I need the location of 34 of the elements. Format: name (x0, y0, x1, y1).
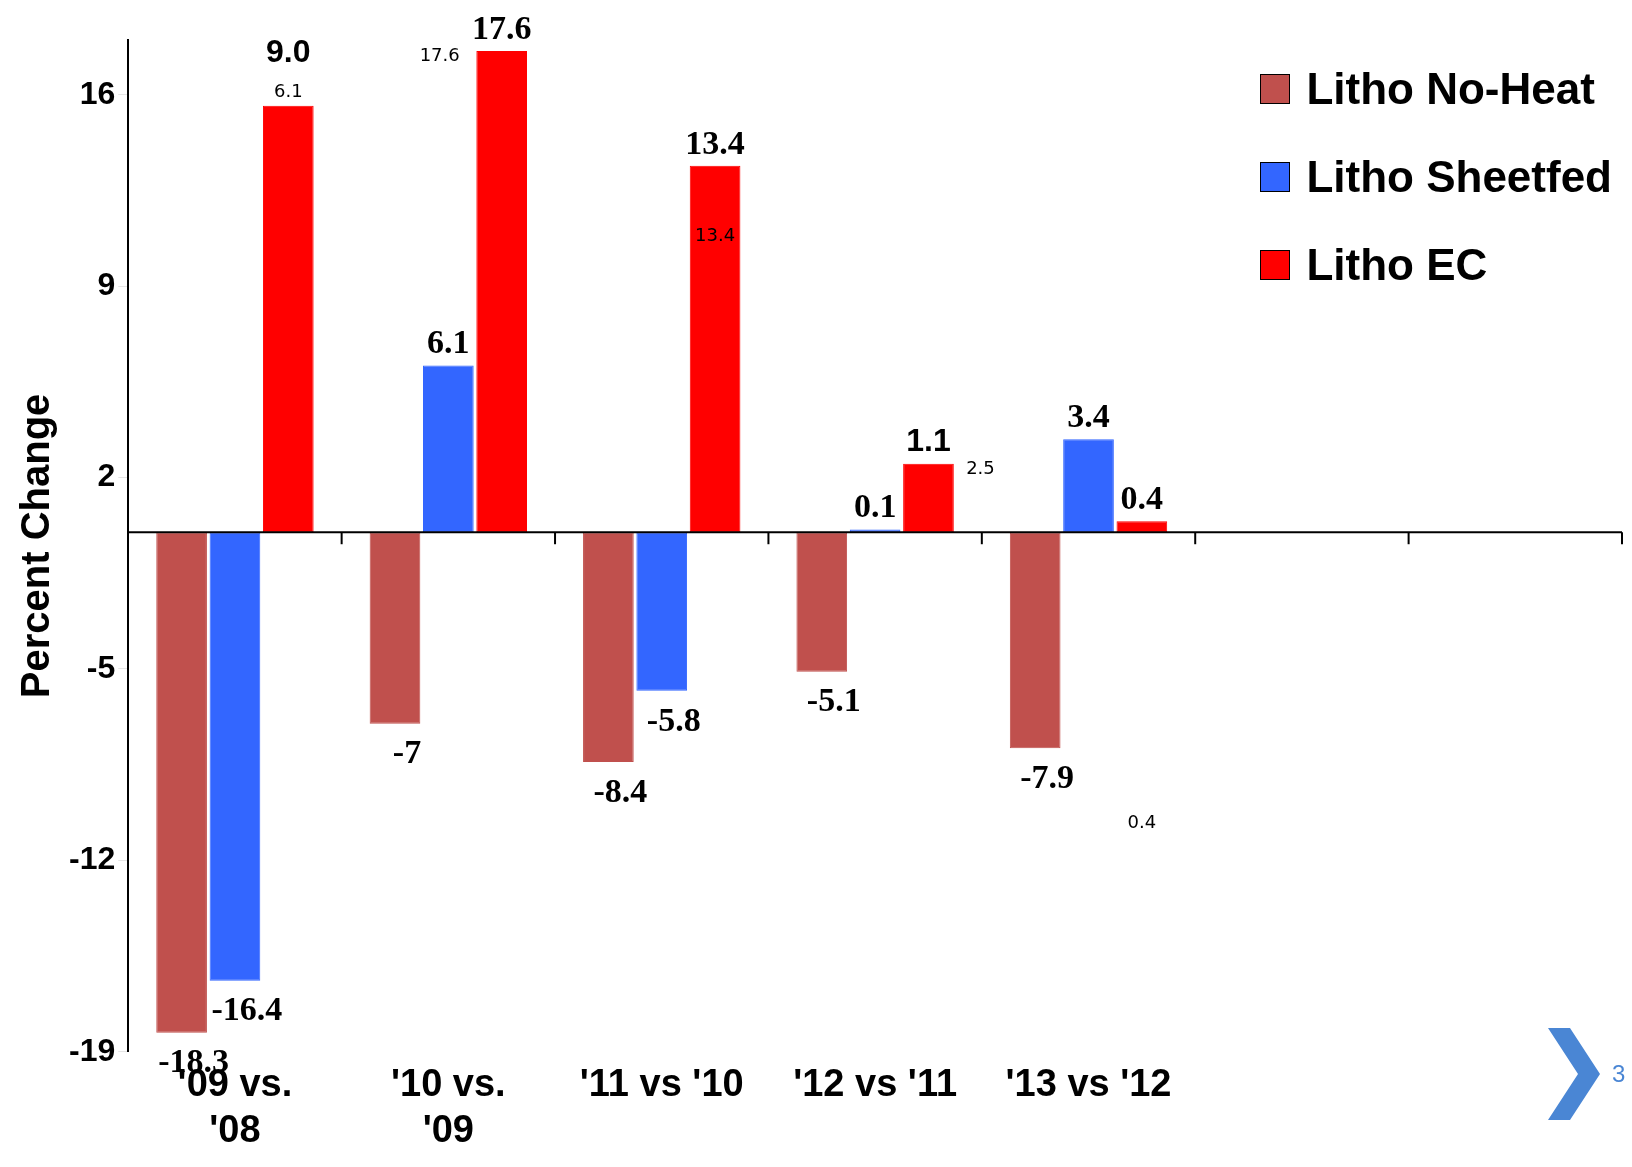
text: 3 (1612, 1060, 1626, 1088)
annotation: 13.4 (695, 224, 736, 246)
data-label: 17.6 (471, 8, 532, 46)
annotation: 17.6 (419, 43, 460, 65)
x-tick-label: '13 vs '12 (1005, 1062, 1172, 1105)
data-label: 0.1 (853, 487, 897, 525)
y-tick-label: 9 (97, 265, 116, 302)
y-axis-title: Percent Change (13, 393, 58, 699)
annotation: 0.4 (1127, 810, 1157, 832)
legend-label: Litho EC (1306, 240, 1488, 290)
y-tick-label: 2 (97, 457, 116, 494)
y-tick-label: -12 (69, 840, 116, 877)
y-tick-label: 16 (79, 74, 116, 111)
data-label: -8.4 (593, 771, 648, 809)
data-label: 0.4 (1120, 479, 1164, 517)
annotation: 1.1 (906, 421, 951, 458)
x-tick-label: '10 vs. '09 (391, 1062, 506, 1150)
x-tick-label: '12 vs '11 (793, 1062, 958, 1105)
y-tick-label: -5 (86, 648, 116, 685)
data-label: 6.1 (427, 323, 470, 361)
annotation: 6.1 (273, 80, 303, 102)
data-label: 3.4 (1067, 397, 1110, 435)
legend-label: Litho No-Heat (1306, 64, 1595, 114)
annotation: 2.5 (966, 456, 995, 478)
data-label: -5.1 (806, 681, 861, 719)
data-label: -7 (392, 733, 422, 771)
data-label: -16.4 (211, 990, 283, 1028)
data-label: -5.8 (646, 700, 701, 738)
x-tick-label: '11 vs '10 (579, 1062, 744, 1105)
data-label: 13.4 (685, 123, 745, 161)
annotation: 9.0 (266, 33, 311, 70)
y-tick-label: -19 (69, 1031, 116, 1068)
data-label: -7.9 (1020, 758, 1075, 796)
legend-label: Litho Sheetfed (1306, 152, 1612, 202)
